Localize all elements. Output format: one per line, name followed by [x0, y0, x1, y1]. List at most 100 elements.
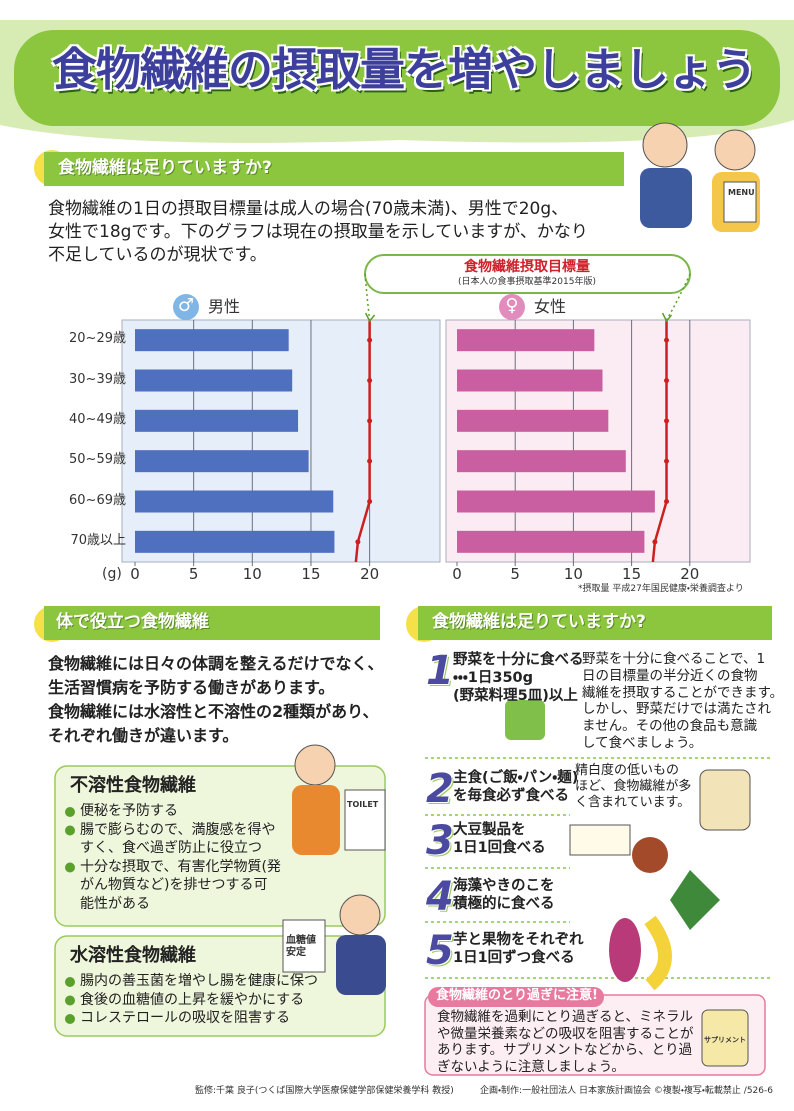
target-point	[664, 337, 670, 343]
box-item: コレステロールの吸収を阻害する	[80, 1010, 290, 1026]
bar	[135, 409, 299, 432]
footer-text: 企画・制作:一般社団法人 日本家族計画協会 ©複製・複写・転載禁止 /526-6	[480, 1086, 773, 1096]
chart-symbol-bg	[499, 294, 525, 320]
x-tick-label: 5	[510, 565, 520, 583]
tip-text: ・・・1日350g	[453, 670, 534, 686]
target-point	[664, 378, 670, 383]
box-item: 腸で膨らむので、満腹感を得や	[80, 821, 276, 838]
target-line-bottom	[354, 541, 360, 563]
bar	[457, 329, 595, 352]
tip-text: 1日1回食べる	[453, 840, 546, 856]
benefit-text: 食物繊維には水溶性と不溶性の2種類があり、	[48, 702, 379, 721]
target-point	[367, 378, 373, 383]
illustration-label: MENU	[728, 188, 755, 197]
box-item: 食後の血糖値の上昇を緩やかにする	[80, 991, 305, 1008]
y-tick-label: 30~39歳	[69, 371, 126, 387]
heading-bar	[44, 152, 624, 186]
bar	[457, 530, 645, 553]
benefit-text: 食物繊維には日々の体調を整えるだけでなく、	[48, 654, 384, 673]
section-heading: 食物繊維は足りていますか?	[58, 158, 272, 178]
target-point	[664, 418, 670, 424]
tip-text: 主食(ご飯・パン・麺)	[453, 770, 579, 786]
bar	[457, 369, 603, 392]
illustration-label: TOILET	[347, 800, 379, 809]
separators	[425, 757, 770, 979]
target-arrow-head	[661, 312, 673, 323]
x-tick-label: 10	[563, 565, 583, 583]
bar	[135, 369, 293, 392]
tip-number: 1	[426, 648, 454, 694]
warning-text: あります。サプリメントなどから、とり過	[437, 1042, 693, 1058]
tip-note: 日の目標量の半分近くの食物	[582, 667, 758, 684]
y-tick-label: 60~69歳	[69, 492, 126, 508]
x-tick-label: 15	[622, 565, 642, 583]
bar	[135, 490, 334, 513]
target-line	[356, 340, 371, 543]
intro-text: 女性で18gです。下のグラフは現在の摂取量を示していますが、かなり	[48, 222, 588, 242]
benefit-text: 生活習慣病を予防する働きがあります。	[48, 678, 335, 697]
chart-symbol: ♀	[505, 295, 519, 316]
warning-text: や微量栄養素などの吸収を阻害することが	[437, 1025, 694, 1042]
target-title: 食物繊維摂取目標量	[464, 259, 590, 275]
tip-note: ほど、食物繊維が多	[575, 779, 692, 794]
intro-text: 不足しているのが現状です。	[48, 245, 267, 265]
bar	[135, 329, 289, 352]
target-point	[664, 499, 670, 504]
warning-tab	[428, 987, 604, 1007]
heading-bar	[418, 606, 772, 640]
tip-text: 芋と果物をそれぞれ	[453, 932, 584, 948]
x-tick-label: 5	[188, 565, 199, 583]
bar	[457, 409, 609, 432]
section-heading: 食物繊維は足りていますか?	[432, 612, 646, 632]
box-item: 便秘を予防する	[80, 803, 178, 819]
bar	[135, 530, 335, 553]
x-tick-label: 10	[242, 565, 262, 583]
tip-note: 精白度の低いもの	[575, 763, 680, 778]
tip-number: 5	[426, 928, 454, 974]
target-point	[652, 539, 658, 545]
tip-text: 野菜を十分に食べる	[453, 652, 584, 668]
target-point	[367, 337, 373, 343]
chart-background	[121, 319, 441, 563]
tip-number: 3	[426, 818, 454, 864]
bullet	[65, 862, 75, 873]
x-tick-label: 20	[360, 565, 380, 583]
y-tick-label: 40~49歳	[69, 411, 126, 427]
tip-note: く含まれています。	[575, 795, 691, 810]
target-point	[367, 418, 373, 424]
warning-title: 食物繊維のとり過ぎに注意!	[436, 988, 598, 1003]
target-line-bottom	[651, 541, 657, 563]
x-tick-label: 0	[452, 565, 462, 583]
tip-text: 1日1回ずつ食べる	[453, 950, 575, 966]
y-tick-label: 50~59歳	[69, 452, 126, 468]
footer-text: 監修:千葉 良子(つくば国際大学医療保健学部保健栄養学科 教授)	[195, 1086, 454, 1096]
box-item: 能性がある	[80, 895, 150, 912]
warning-text: ぎないように注意しましょう。	[437, 1058, 625, 1075]
warning-text: 食物繊維を過剰にとり過ぎると、ミネラル	[437, 1009, 693, 1025]
box-item: がん物質など)を排せつする可	[80, 877, 268, 893]
illustration-label: 血糖値安定	[286, 935, 316, 958]
target-point	[367, 499, 373, 504]
illustration-label: サプリメント	[704, 1036, 746, 1044]
x-unit: (g)	[102, 566, 122, 582]
bullet	[65, 1014, 75, 1024]
chart-symbol-bg	[173, 294, 199, 320]
target-point	[355, 539, 361, 545]
tip-text: を毎食必ず食べる	[453, 788, 569, 804]
tip-note: しかし、野菜だけでは満たされ	[582, 701, 771, 718]
target-note: (日本人の食事摂取基準2015年版)	[458, 277, 596, 287]
section-heading: 体で役立つ食物繊維	[56, 612, 209, 632]
tip-note: ません。その他の食品も意識	[582, 718, 758, 735]
bullet	[65, 995, 75, 1006]
tip-text: 大豆製品を	[453, 822, 526, 838]
chart-background	[445, 319, 751, 563]
chart-title: 男性	[208, 297, 241, 316]
bar	[457, 450, 626, 473]
box-title: 水溶性食物繊維	[70, 945, 196, 966]
target-point	[664, 458, 670, 464]
chart-symbol: ♂	[177, 295, 195, 316]
chart-title: 女性	[534, 297, 567, 316]
tip-text: 積極的に食べる	[453, 896, 555, 912]
